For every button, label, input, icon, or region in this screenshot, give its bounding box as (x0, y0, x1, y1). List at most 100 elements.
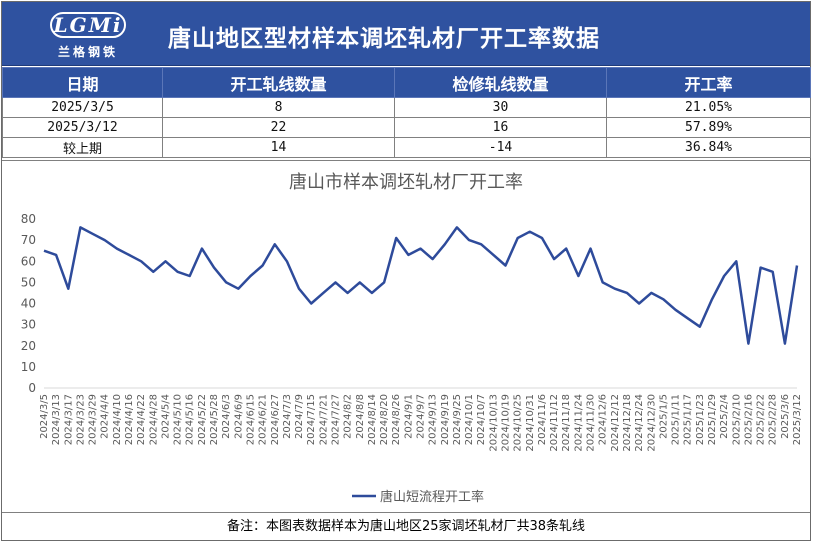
header-banner: LGMi 兰格钢铁 唐山地区型材样本调坯轧材厂开工率数据 (2, 2, 810, 66)
x-tick-label: 2024/8/8 (355, 394, 366, 439)
logo-ring-icon (50, 12, 126, 38)
x-tick-label: 2024/11/18 (561, 394, 572, 452)
table-row: 较上期 14 -14 36.84% (2, 137, 811, 158)
brand-logo: LGMi 兰格钢铁 (48, 10, 130, 60)
x-tick-label: 2024/10/1 (464, 394, 475, 445)
x-tick-label: 2024/5/16 (185, 394, 196, 445)
table-cell-running-lines: 8 (162, 97, 395, 118)
x-tick-label: 2024/5/22 (197, 394, 208, 445)
x-tick-label: 2024/4/28 (148, 394, 159, 445)
x-tick-label: 2024/6/15 (245, 394, 256, 445)
x-tick-label: 2024/9/7 (416, 394, 427, 439)
chart-title: 唐山市样本调坯轧材厂开工率 (289, 172, 523, 193)
x-tick-label: 2024/10/31 (525, 394, 536, 452)
x-tick-label: 2024/7/9 (294, 394, 305, 439)
x-tick-label: 2024/8/26 (391, 394, 402, 445)
x-tick-label: 2024/11/24 (573, 394, 584, 452)
x-tick-label: 2024/3/29 (88, 394, 99, 445)
footnote: 备注：本图表数据样本为唐山地区25家调坯轧材厂共38条轧线 (2, 512, 810, 541)
page-title: 唐山地区型材样本调坯轧材厂开工率数据 (168, 26, 600, 52)
x-tick-label: 2024/10/13 (488, 394, 499, 452)
x-tick-label: 2024/8/20 (379, 394, 390, 445)
logo-subtitle: 兰格钢铁 (57, 45, 118, 59)
y-tick-label: 0 (28, 381, 36, 395)
x-tick-label: 2024/9/13 (428, 394, 439, 445)
x-tick-label: 2024/3/17 (63, 394, 74, 445)
x-tick-label: 2024/9/25 (452, 394, 463, 445)
x-tick-label: 2024/6/9 (233, 394, 244, 439)
table-row: 2025/3/12 22 16 57.89% (2, 117, 811, 138)
x-tick-label: 2024/11/6 (537, 394, 548, 445)
x-tick-label: 2025/3/6 (780, 394, 791, 439)
x-tick-label: 2024/4/16 (124, 394, 135, 445)
x-tick-label: 2024/7/21 (318, 394, 329, 445)
x-tick-label: 2024/12/24 (634, 394, 645, 452)
x-tick-label: 2024/8/2 (343, 394, 354, 439)
x-tick-label: 2025/2/28 (768, 394, 779, 445)
x-tick-label: 2024/12/6 (598, 394, 609, 445)
x-tick-label: 2024/7/15 (306, 394, 317, 445)
x-tick-label: 2025/2/22 (756, 394, 767, 445)
y-tick-label: 60 (21, 254, 36, 268)
x-tick-label: 2025/2/16 (743, 394, 754, 445)
y-tick-label: 80 (21, 212, 36, 226)
series-line (43, 226, 799, 345)
x-tick-label: 2025/1/17 (683, 394, 694, 445)
x-tick-label: 2024/7/27 (330, 394, 341, 445)
x-tick-label: 2024/8/14 (367, 394, 378, 445)
stats-table: 日期 开工轧线数量 检修轧线数量 开工率 2025/3/5 8 30 21.05… (2, 67, 811, 158)
logo-mark-text: LGMi (53, 13, 123, 37)
table-cell-date: 2025/3/12 (2, 117, 163, 138)
table-cell-maintenance-lines: 30 (394, 97, 607, 118)
x-tick-label: 2024/4/4 (100, 394, 111, 439)
x-tick-label: 2025/2/10 (731, 394, 742, 445)
x-tick-label: 2024/5/10 (173, 394, 184, 445)
column-header-maintenance-lines: 检修轧线数量 (394, 67, 607, 98)
x-tick-label: 2024/7/3 (282, 394, 293, 439)
column-header-running-lines: 开工轧线数量 (162, 67, 395, 98)
x-tick-label: 2024/9/1 (403, 394, 414, 439)
table-cell-running-lines: 14 (162, 137, 395, 158)
y-tick-label: 10 (21, 360, 36, 374)
table-cell-operating-rate: 21.05% (606, 97, 811, 118)
table-row: 2025/3/5 8 30 21.05% (2, 97, 811, 118)
x-tick-label: 2024/11/12 (549, 394, 560, 452)
x-tick-label: 2024/4/22 (136, 394, 147, 445)
y-tick-label: 30 (21, 318, 36, 332)
legend-label: 唐山短流程开工率 (380, 489, 484, 505)
y-tick-label: 20 (21, 339, 36, 353)
x-tick-label: 2024/12/18 (622, 394, 633, 452)
x-tick-label: 2024/10/7 (476, 394, 487, 445)
table-header-row: 日期 开工轧线数量 检修轧线数量 开工率 (2, 67, 811, 98)
x-tick-label: 2024/10/25 (513, 394, 524, 452)
column-header-operating-rate: 开工率 (606, 67, 811, 98)
x-tick-label: 2024/3/5 (39, 394, 50, 439)
x-tick-label: 2024/4/10 (112, 394, 123, 445)
x-tick-label: 2024/6/3 (221, 394, 232, 439)
x-tick-label: 2025/2/4 (719, 394, 730, 439)
x-tick-label: 2025/1/5 (658, 394, 669, 439)
y-tick-label: 40 (21, 297, 36, 311)
x-tick-label: 2025/3/12 (792, 394, 803, 445)
x-tick-label: 2024/9/19 (440, 394, 451, 445)
x-tick-label: 2024/6/21 (258, 394, 269, 445)
x-tick-label: 2024/5/4 (160, 394, 171, 439)
line-chart: 唐山市样本调坯轧材厂开工率 0 10 20 30 40 50 60 70 80 2024/3/5 20… (2, 160, 810, 512)
table-cell-maintenance-lines: 16 (394, 117, 607, 138)
x-tick-label: 2024/10/19 (501, 394, 512, 452)
x-tick-label: 2024/3/13 (51, 394, 62, 445)
y-tick-label: 50 (21, 275, 36, 289)
x-tick-label: 2024/12/12 (610, 394, 621, 452)
x-tick-label: 2024/5/28 (209, 394, 220, 445)
x-tick-label: 2024/11/30 (586, 394, 597, 452)
table-cell-date: 2025/3/5 (2, 97, 163, 118)
y-tick-label: 70 (21, 233, 36, 247)
x-tick-label: 2025/1/11 (671, 394, 682, 445)
table-cell-operating-rate: 36.84% (606, 137, 811, 158)
table-cell-operating-rate: 57.89% (606, 117, 811, 138)
x-tick-label: 2024/3/23 (75, 394, 86, 445)
x-tick-label: 2024/6/27 (270, 394, 281, 445)
table-cell-date: 较上期 (2, 137, 163, 158)
